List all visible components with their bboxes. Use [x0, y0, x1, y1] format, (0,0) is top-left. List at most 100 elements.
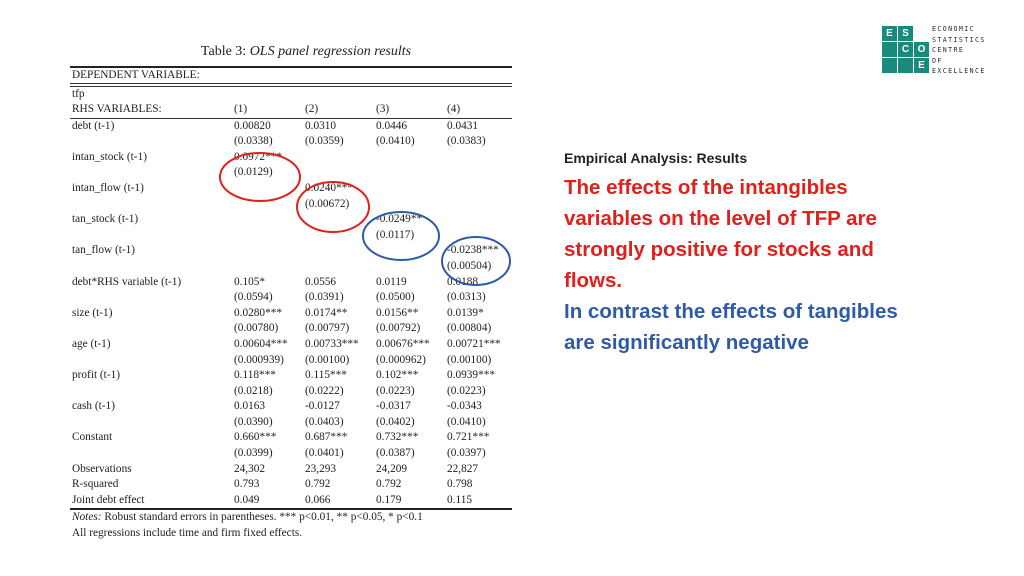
- value-cell: 0.0119: [376, 275, 407, 288]
- row-label-cell: intan_flow (t-1): [72, 181, 144, 194]
- value-cell: (0.0223): [376, 384, 415, 397]
- value-cell: -0.0127: [305, 400, 340, 413]
- row-label-cell: tan_stock (t-1): [72, 213, 139, 226]
- value-cell: (0.0402): [376, 415, 415, 428]
- value-cell: [303, 228, 374, 244]
- value-cell: (0.0391): [305, 291, 344, 304]
- table-header-row: RHS VARIABLES: (1) (2) (3) (4): [70, 102, 512, 118]
- value-cell: 0.00604***: [234, 337, 288, 350]
- row-label-cell: Joint debt effect: [72, 493, 145, 506]
- value-cell: 0.00820: [234, 119, 271, 132]
- value-cell: 0.066: [305, 493, 331, 506]
- value-cell: [303, 165, 374, 181]
- value-cell: 23,293: [305, 462, 337, 475]
- value-cell: (0.0390): [234, 415, 273, 428]
- value-cell: [445, 181, 512, 197]
- value-cell: [445, 150, 512, 166]
- table-row: cash (t-1) 0.0163 -0.0127 -0.0317 -0.0343: [70, 399, 512, 415]
- value-cell: (0.00672): [305, 197, 350, 210]
- value-cell: (0.0500): [376, 291, 415, 304]
- value-cell: (0.0399): [234, 447, 273, 460]
- value-cell: 0.792: [305, 478, 331, 491]
- table-row: (0.00504): [70, 259, 512, 275]
- table-title-prefix: Table 3:: [200, 44, 247, 59]
- value-cell: (0.0401): [305, 447, 344, 460]
- value-cell: 0.0280***: [234, 306, 283, 319]
- table-row: Observations 24,302 23,293 24,209 22,827: [70, 462, 512, 478]
- value-cell: [374, 181, 445, 197]
- table-body: debt (t-1) 0.00820 0.0310 0.0446 0.0431 (0.03…: [70, 119, 512, 509]
- row-label-cell: Observations: [72, 462, 132, 475]
- logo-word: CENTRE: [932, 46, 965, 55]
- value-cell: [232, 197, 303, 213]
- notes-label: Notes:: [72, 511, 102, 524]
- value-cell: 0.798: [447, 478, 473, 491]
- table-row: Joint debt effect 0.049 0.066 0.179 0.115: [70, 493, 512, 509]
- value-cell: (0.0218): [234, 384, 273, 397]
- logo-word: EXCELLENCE: [932, 67, 986, 76]
- value-cell: (0.0403): [305, 415, 344, 428]
- table-row: age (t-1) 0.00604*** 0.00733*** 0.00676*** 0…: [70, 337, 512, 353]
- value-cell: 0.115***: [305, 369, 347, 382]
- value-cell: [374, 150, 445, 166]
- header-cell: (1): [234, 103, 248, 115]
- regression-table: Table 3: OLS panel regression results DE…: [70, 42, 512, 542]
- dependent-variable-label: DEPENDENT VARIABLE:: [72, 69, 200, 81]
- row-label-cell: [70, 197, 232, 213]
- value-cell: [303, 243, 374, 259]
- header-cell: (4): [447, 103, 461, 115]
- logo-letter: C: [898, 42, 913, 57]
- table-title: Table 3: OLS panel regression results: [100, 42, 512, 62]
- value-cell: 0.00721***: [447, 337, 501, 350]
- logo-blank-cell: [882, 58, 897, 73]
- table-title-italic: OLS panel regression results: [249, 44, 412, 59]
- value-cell: -0.0238***: [447, 244, 499, 257]
- row-label-cell: age (t-1): [72, 337, 111, 350]
- logo-word: ECONOMIC: [932, 25, 975, 33]
- intangibles-finding: The effects of the intangibles variables…: [564, 176, 877, 292]
- table-row: tan_flow (t-1) -0.0238***: [70, 243, 512, 259]
- logo-word: STATISTICS: [932, 35, 986, 44]
- table-row: (0.00780) (0.00797) (0.00792) (0.00804): [70, 321, 512, 337]
- value-cell: 0.049: [234, 493, 260, 506]
- row-label-cell: [70, 134, 232, 150]
- value-cell: 0.660***: [234, 431, 277, 444]
- value-cell: (0.0383): [447, 135, 486, 148]
- value-cell: 0.105*: [234, 275, 266, 288]
- value-cell: [445, 228, 512, 244]
- table-row: (0.0338) (0.0359) (0.0410) (0.0383): [70, 134, 512, 150]
- value-cell: 0.0139*: [447, 306, 484, 319]
- notes-line-1: Notes: Robust standard errors in parenth…: [72, 510, 512, 526]
- header-cell: (3): [376, 103, 390, 115]
- value-cell: 24,302: [234, 462, 266, 475]
- table-row: (0.0390) (0.0403) (0.0402) (0.0410): [70, 415, 512, 431]
- row-label-cell: size (t-1): [72, 306, 113, 319]
- bottom-rule: [70, 508, 512, 511]
- value-cell: 0.0240***: [305, 181, 354, 194]
- value-cell: (0.00804): [447, 322, 492, 335]
- value-cell: (0.000962): [376, 353, 426, 366]
- value-cell: (0.0410): [376, 135, 415, 148]
- value-cell: (0.0410): [447, 415, 486, 428]
- value-cell: [232, 181, 303, 197]
- logo-letter: E: [882, 26, 897, 41]
- table-row: (0.0117): [70, 228, 512, 244]
- value-cell: [445, 197, 512, 213]
- row-label-cell: tan_flow (t-1): [72, 244, 136, 257]
- table-row: debt (t-1) 0.00820 0.0310 0.0446 0.0431: [70, 119, 512, 135]
- value-cell: 0.115: [447, 493, 472, 506]
- table-row: (0.0594) (0.0391) (0.0500) (0.0313): [70, 290, 512, 306]
- logo-letter: S: [898, 26, 913, 41]
- value-cell: 0.0431: [447, 119, 479, 132]
- table-notes: Notes: Robust standard errors in parenth…: [70, 510, 512, 541]
- value-cell: 22,827: [447, 462, 479, 475]
- value-cell: (0.0313): [447, 291, 486, 304]
- value-cell: (0.0359): [305, 135, 344, 148]
- value-cell: [232, 259, 303, 275]
- value-cell: 0.732***: [376, 431, 419, 444]
- row-label-cell: R-squared: [72, 478, 119, 491]
- logo-word: OF: [932, 56, 943, 65]
- value-cell: (0.0223): [447, 384, 486, 397]
- value-cell: 0.0446: [376, 119, 408, 132]
- value-cell: 0.0310: [305, 119, 337, 132]
